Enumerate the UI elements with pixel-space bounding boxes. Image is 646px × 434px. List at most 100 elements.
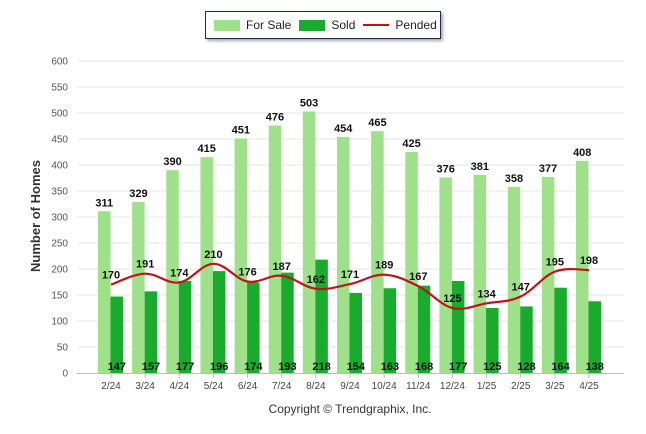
for-sale-bar xyxy=(268,125,282,373)
for-sale-bar xyxy=(337,136,350,373)
x-tick-label: 1/25 xyxy=(477,381,497,392)
pended-data-label: 170 xyxy=(102,270,120,282)
sold-bar xyxy=(247,282,260,373)
for-sale-bar xyxy=(132,201,145,373)
for-sale-data-label: 381 xyxy=(471,161,489,173)
x-tick-label: 2/25 xyxy=(511,381,531,392)
x-tick-label: 9/24 xyxy=(340,381,360,392)
sold-bar xyxy=(178,280,192,373)
sold-bar xyxy=(212,271,226,373)
y-tick-label: 400 xyxy=(51,161,68,172)
for-sale-data-label: 425 xyxy=(402,138,420,150)
y-tick-label: 150 xyxy=(51,291,68,302)
for-sale-bar xyxy=(576,160,589,373)
for-sale-bar xyxy=(302,111,316,373)
for-sale-data-label: 465 xyxy=(368,117,386,129)
y-tick-label: 0 xyxy=(62,369,68,380)
sold-bar xyxy=(144,291,158,373)
sold-bar xyxy=(383,288,397,373)
y-tick-label: 200 xyxy=(51,265,68,276)
sold-swatch xyxy=(299,19,326,31)
x-tick-label: 11/24 xyxy=(406,381,431,392)
pended-data-label: 187 xyxy=(273,261,291,273)
for-sale-bar xyxy=(507,186,521,373)
y-tick-label: 300 xyxy=(51,213,68,224)
pended-data-label: 171 xyxy=(341,269,359,281)
for-sale-data-label: 503 xyxy=(300,97,318,109)
copyright-footer: Copyright © Trendgraphix, Inc. xyxy=(269,402,432,416)
sold-data-label: 174 xyxy=(244,361,263,373)
sold-bar xyxy=(486,308,499,373)
pended-data-label: 147 xyxy=(512,282,530,294)
sold-data-label: 138 xyxy=(586,361,604,373)
pended-data-label: 125 xyxy=(443,293,461,305)
sold-bar xyxy=(520,306,533,373)
sold-bar xyxy=(349,292,362,373)
sold-data-label: 125 xyxy=(483,361,501,373)
for-sale-bar xyxy=(473,174,487,373)
for-sale-data-label: 476 xyxy=(266,111,284,123)
x-tick-label: 6/24 xyxy=(238,381,258,392)
legend-label-for-sale: For Sale xyxy=(246,18,292,32)
pended-data-label: 210 xyxy=(204,249,222,261)
sold-data-label: 218 xyxy=(312,361,330,373)
y-tick-label: 100 xyxy=(51,317,68,328)
sold-bar xyxy=(417,285,431,373)
for-sale-bar xyxy=(405,152,418,373)
sold-data-label: 168 xyxy=(415,361,433,373)
sold-bar xyxy=(554,287,567,373)
legend-item-sold[interactable]: Sold xyxy=(299,18,355,32)
sold-data-label: 128 xyxy=(517,361,535,373)
y-tick-label: 50 xyxy=(57,343,69,354)
for-sale-swatch xyxy=(214,19,240,31)
legend: For Sale Sold Pended xyxy=(205,11,441,39)
x-tick-label: 2/24 xyxy=(101,381,121,392)
y-axis-label: Number of Homes xyxy=(28,160,43,272)
for-sale-data-label: 390 xyxy=(163,156,181,168)
sold-bar xyxy=(451,280,465,373)
for-sale-data-label: 377 xyxy=(539,163,557,175)
pended-data-label: 134 xyxy=(477,288,496,300)
pended-data-label: 191 xyxy=(136,259,154,271)
y-tick-label: 350 xyxy=(51,187,68,198)
legend-label-sold: Sold xyxy=(331,18,356,32)
x-tick-label: 4/24 xyxy=(170,381,190,392)
for-sale-data-label: 329 xyxy=(129,188,147,200)
sold-data-label: 164 xyxy=(551,361,570,373)
pended-data-label: 195 xyxy=(546,257,564,269)
legend-item-pended[interactable]: Pended xyxy=(363,18,437,32)
sold-data-label: 147 xyxy=(108,361,126,373)
x-tick-label: 12/24 xyxy=(440,381,465,392)
for-sale-data-label: 376 xyxy=(436,163,454,175)
legend-item-for-sale[interactable]: For Sale xyxy=(214,18,291,32)
pended-data-label: 198 xyxy=(580,255,598,267)
x-tick-label: 4/25 xyxy=(579,381,599,392)
for-sale-bar xyxy=(166,170,179,373)
for-sale-bar xyxy=(371,131,384,373)
y-tick-label: 600 xyxy=(51,57,68,68)
sold-data-label: 196 xyxy=(210,361,228,373)
sold-bar xyxy=(588,301,601,373)
pended-swatch xyxy=(363,24,390,26)
sold-data-label: 157 xyxy=(142,361,160,373)
pended-data-label: 176 xyxy=(238,266,256,278)
sold-data-label: 193 xyxy=(278,361,296,373)
for-sale-bar xyxy=(234,138,248,373)
for-sale-data-label: 451 xyxy=(232,124,250,136)
pended-data-label: 167 xyxy=(409,271,427,283)
legend-label-pended: Pended xyxy=(395,18,437,32)
sold-data-label: 177 xyxy=(449,361,467,373)
x-tick-label: 5/24 xyxy=(204,381,224,392)
x-tick-label: 7/24 xyxy=(272,381,292,392)
sold-data-label: 154 xyxy=(347,361,366,373)
x-tick-label: 8/24 xyxy=(306,381,326,392)
y-tick-label: 450 xyxy=(51,135,68,146)
sold-bar xyxy=(281,272,294,373)
sold-data-label: 163 xyxy=(381,361,399,373)
for-sale-data-label: 454 xyxy=(334,123,353,135)
pended-data-label: 174 xyxy=(170,268,189,280)
for-sale-data-label: 415 xyxy=(197,143,215,155)
x-tick-label: 3/25 xyxy=(545,381,565,392)
y-tick-label: 250 xyxy=(51,239,68,250)
for-sale-bar xyxy=(439,177,452,373)
